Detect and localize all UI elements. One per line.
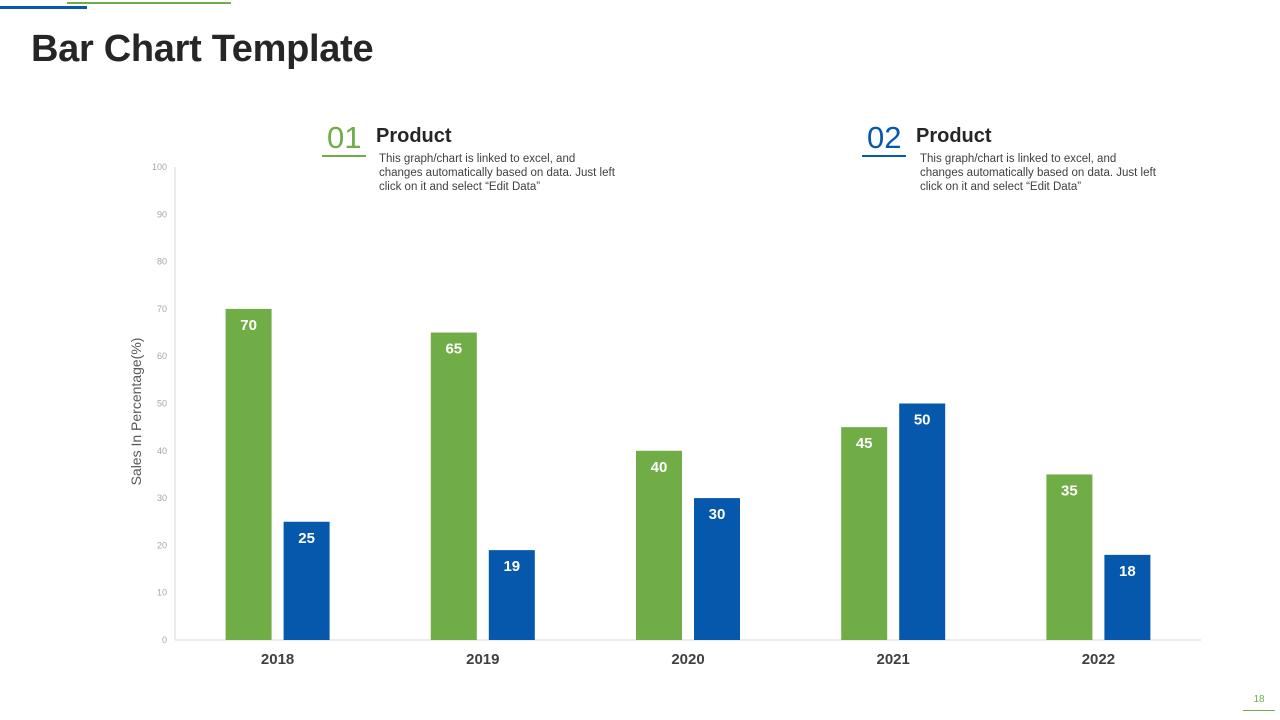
x-tick-label: 2018 bbox=[261, 651, 294, 668]
bar-2022-series-1 bbox=[1046, 474, 1093, 640]
y-tick-label: 60 bbox=[157, 351, 167, 361]
bar-value-label: 19 bbox=[503, 558, 520, 575]
x-tick-label: 2020 bbox=[671, 651, 704, 668]
y-tick-label: 100 bbox=[152, 162, 167, 172]
top-accent-line-green bbox=[67, 2, 231, 4]
legend-description-02: This graph/chart is linked to excel, and… bbox=[920, 153, 1156, 193]
bar-value-label: 65 bbox=[445, 341, 462, 358]
bar-2018-series-2 bbox=[283, 521, 330, 640]
bar-2021-series-2 bbox=[899, 403, 946, 640]
bar-2022-series-2 bbox=[1104, 554, 1151, 640]
page-title: Bar Chart Template bbox=[31, 28, 374, 70]
bar-2019-series-1 bbox=[430, 332, 477, 640]
bar-2019-series-2 bbox=[488, 550, 535, 640]
bar-value-label: 45 bbox=[856, 435, 873, 452]
bar-2018-series-1 bbox=[225, 308, 272, 640]
x-tick-label: 2019 bbox=[466, 651, 499, 668]
y-tick-label: 0 bbox=[162, 635, 167, 645]
y-axis-title: Sales In Percentage(%) bbox=[128, 338, 144, 486]
y-tick-label: 80 bbox=[157, 257, 167, 267]
y-tick-label: 90 bbox=[157, 209, 167, 219]
y-tick-label: 20 bbox=[157, 540, 167, 550]
y-tick-label: 10 bbox=[157, 588, 167, 598]
legend-description-01: This graph/chart is linked to excel, and… bbox=[379, 153, 615, 193]
legend-heading-01: Product bbox=[376, 125, 452, 147]
bar-value-label: 18 bbox=[1119, 563, 1136, 580]
y-tick-label: 70 bbox=[157, 304, 167, 314]
bar-2020-series-2 bbox=[694, 498, 740, 640]
bar-value-label: 30 bbox=[709, 506, 726, 523]
bar-value-label: 35 bbox=[1061, 482, 1078, 499]
bar-value-label: 50 bbox=[914, 412, 931, 429]
x-tick-label: 2022 bbox=[1082, 651, 1115, 668]
legend-heading-02: Product bbox=[916, 125, 992, 147]
bar-value-label: 70 bbox=[240, 317, 257, 334]
bar-value-label: 40 bbox=[651, 459, 668, 476]
y-tick-label: 30 bbox=[157, 493, 167, 503]
page-number: 18 bbox=[1243, 694, 1275, 711]
bar-2020-series-1 bbox=[636, 450, 682, 640]
bar-2021-series-1 bbox=[841, 427, 888, 640]
y-tick-label: 50 bbox=[157, 399, 167, 409]
y-tick-label: 40 bbox=[157, 446, 167, 456]
legend-number-01: 01 bbox=[322, 122, 367, 157]
top-accent-line-blue bbox=[0, 6, 87, 9]
bar-value-label: 25 bbox=[298, 530, 315, 547]
legend-number-02: 02 bbox=[862, 122, 907, 157]
x-tick-label: 2021 bbox=[877, 651, 910, 668]
